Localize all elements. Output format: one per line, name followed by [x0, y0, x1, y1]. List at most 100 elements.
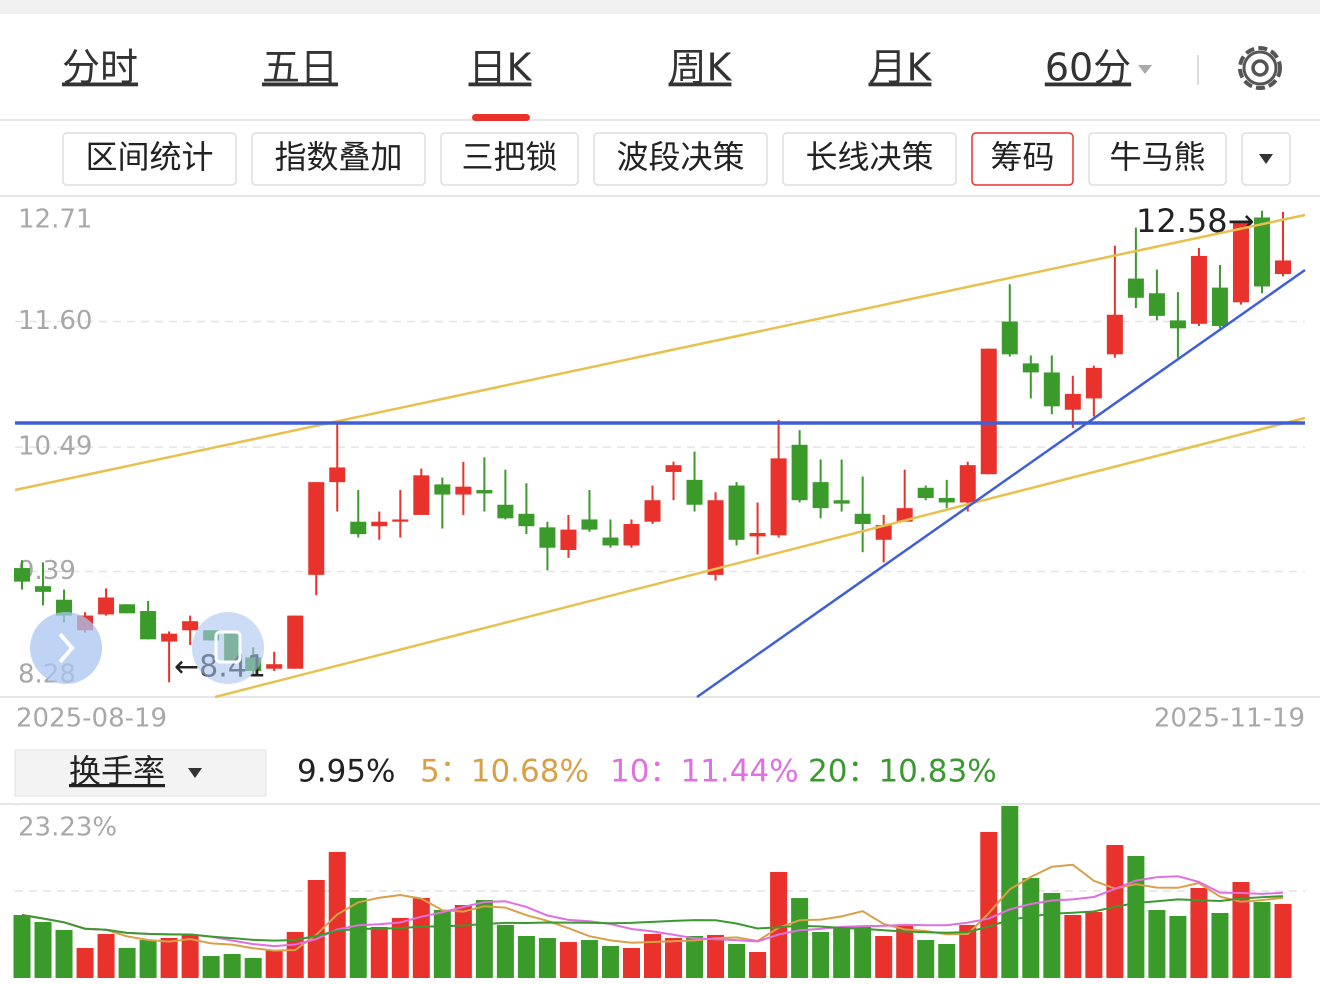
active-tab-indicator [472, 114, 530, 121]
turnover-bar [580, 940, 598, 978]
candle-body [1043, 372, 1060, 407]
tab[interactable]: 五日 [262, 46, 338, 90]
tool-button[interactable] [62, 132, 237, 186]
turnover-bar [1253, 901, 1271, 978]
turnover-bar [622, 947, 640, 978]
candle-body [875, 525, 892, 540]
turnover-bar [896, 924, 914, 978]
turnover-bar [118, 947, 136, 978]
candle-body [518, 513, 535, 527]
candle-body [686, 479, 703, 505]
turnover-bar [854, 926, 872, 978]
legend-item: 10：11.44% [610, 754, 799, 790]
turnover-bar [34, 921, 52, 978]
channel-upper [14, 213, 1306, 492]
turnover-bar [1064, 914, 1082, 978]
turnover-bar [791, 898, 809, 978]
tool-button[interactable] [440, 132, 579, 186]
turnover-bar [1127, 856, 1145, 978]
candle-body [581, 519, 598, 530]
tool-button[interactable] [1088, 132, 1227, 186]
candle-body [1064, 393, 1081, 410]
tab[interactable]: 分时 [62, 46, 138, 90]
settings-icon[interactable] [1238, 46, 1282, 90]
indicator-legend: 9.95% 5：10.68% 10：11.44% 20：10.83% [297, 754, 997, 790]
dropdown-arrow [1138, 65, 1152, 74]
expand-button[interactable] [30, 612, 102, 684]
turnover-bar [496, 924, 514, 978]
turnover-bar [370, 926, 388, 978]
candle-body [1211, 287, 1228, 327]
tab[interactable]: 周K [669, 46, 733, 90]
candle-body [98, 597, 115, 615]
x-start-label: 2025-08-19 [16, 704, 167, 734]
candle-body [455, 486, 472, 495]
candle-body [1022, 363, 1039, 373]
candle-body [749, 533, 766, 537]
turnover-bar [686, 935, 704, 978]
candle-body [1127, 278, 1144, 298]
candle-body [539, 527, 556, 548]
y-tick-label: 10.49 [18, 432, 92, 462]
turnover-bar [76, 947, 94, 978]
candle-body [1106, 314, 1123, 355]
candle-body [497, 504, 514, 519]
tool-button[interactable] [192, 612, 264, 684]
status-strip [0, 0, 1320, 14]
turnover-bar [665, 938, 683, 978]
tool-button[interactable] [593, 132, 768, 186]
candle-body [791, 444, 808, 501]
indicator-name: 换手率 [69, 752, 165, 790]
turnover-bar [601, 945, 619, 978]
candle-body [707, 500, 724, 575]
y-tick-label: 23.23% [18, 813, 117, 843]
candle-body [35, 586, 52, 592]
turnover-bar [139, 940, 157, 978]
candle-body [812, 482, 829, 509]
candle-body [14, 568, 30, 582]
candle-body [1001, 321, 1018, 355]
turnover-bar [475, 900, 493, 978]
tab[interactable]: 月K [869, 46, 933, 90]
turnover-bar [433, 910, 451, 978]
candle-body [854, 513, 871, 524]
candle-body [350, 521, 367, 535]
tool-button[interactable] [251, 132, 426, 186]
y-tick-label: 11.60 [18, 306, 92, 336]
tool-label: 长线决策 [805, 138, 933, 176]
tool-label: 牛马熊 [1109, 138, 1205, 176]
turnover-bar [644, 933, 661, 978]
turnover-bar [181, 935, 199, 978]
tool-icon [214, 630, 242, 664]
turnover-bar [97, 933, 115, 978]
candle-body [665, 465, 682, 472]
legend-item: 5：10.68% [420, 754, 589, 790]
candle-body [308, 482, 325, 575]
turnover-bar [938, 943, 956, 978]
tool-label: 三把锁 [461, 138, 557, 176]
turnover-bar [559, 942, 577, 978]
trend-line [696, 268, 1306, 699]
turnover-bar [391, 917, 409, 978]
turnover-bar [412, 898, 430, 978]
turnover-bar [917, 940, 935, 978]
candle-body [938, 497, 955, 503]
legend-item: 20：10.83% [808, 754, 997, 790]
turnover-bar [160, 938, 178, 978]
tool-label: 筹码 [990, 138, 1054, 176]
tab[interactable]: 日K [469, 46, 533, 90]
tool-button[interactable] [971, 132, 1074, 186]
candle-body [329, 467, 346, 483]
candle-body [770, 458, 787, 536]
tool-button[interactable] [782, 132, 957, 186]
tab[interactable]: 60分 [1045, 46, 1131, 90]
turnover-bar [812, 931, 830, 978]
turnover-bar [244, 957, 262, 978]
turnover-bar [1211, 912, 1229, 978]
candle-body [602, 537, 619, 546]
channel-lower [214, 416, 1306, 699]
indicator-selector[interactable] [14, 749, 267, 797]
turnover-bar [13, 914, 31, 978]
turnover-bar [265, 949, 283, 978]
